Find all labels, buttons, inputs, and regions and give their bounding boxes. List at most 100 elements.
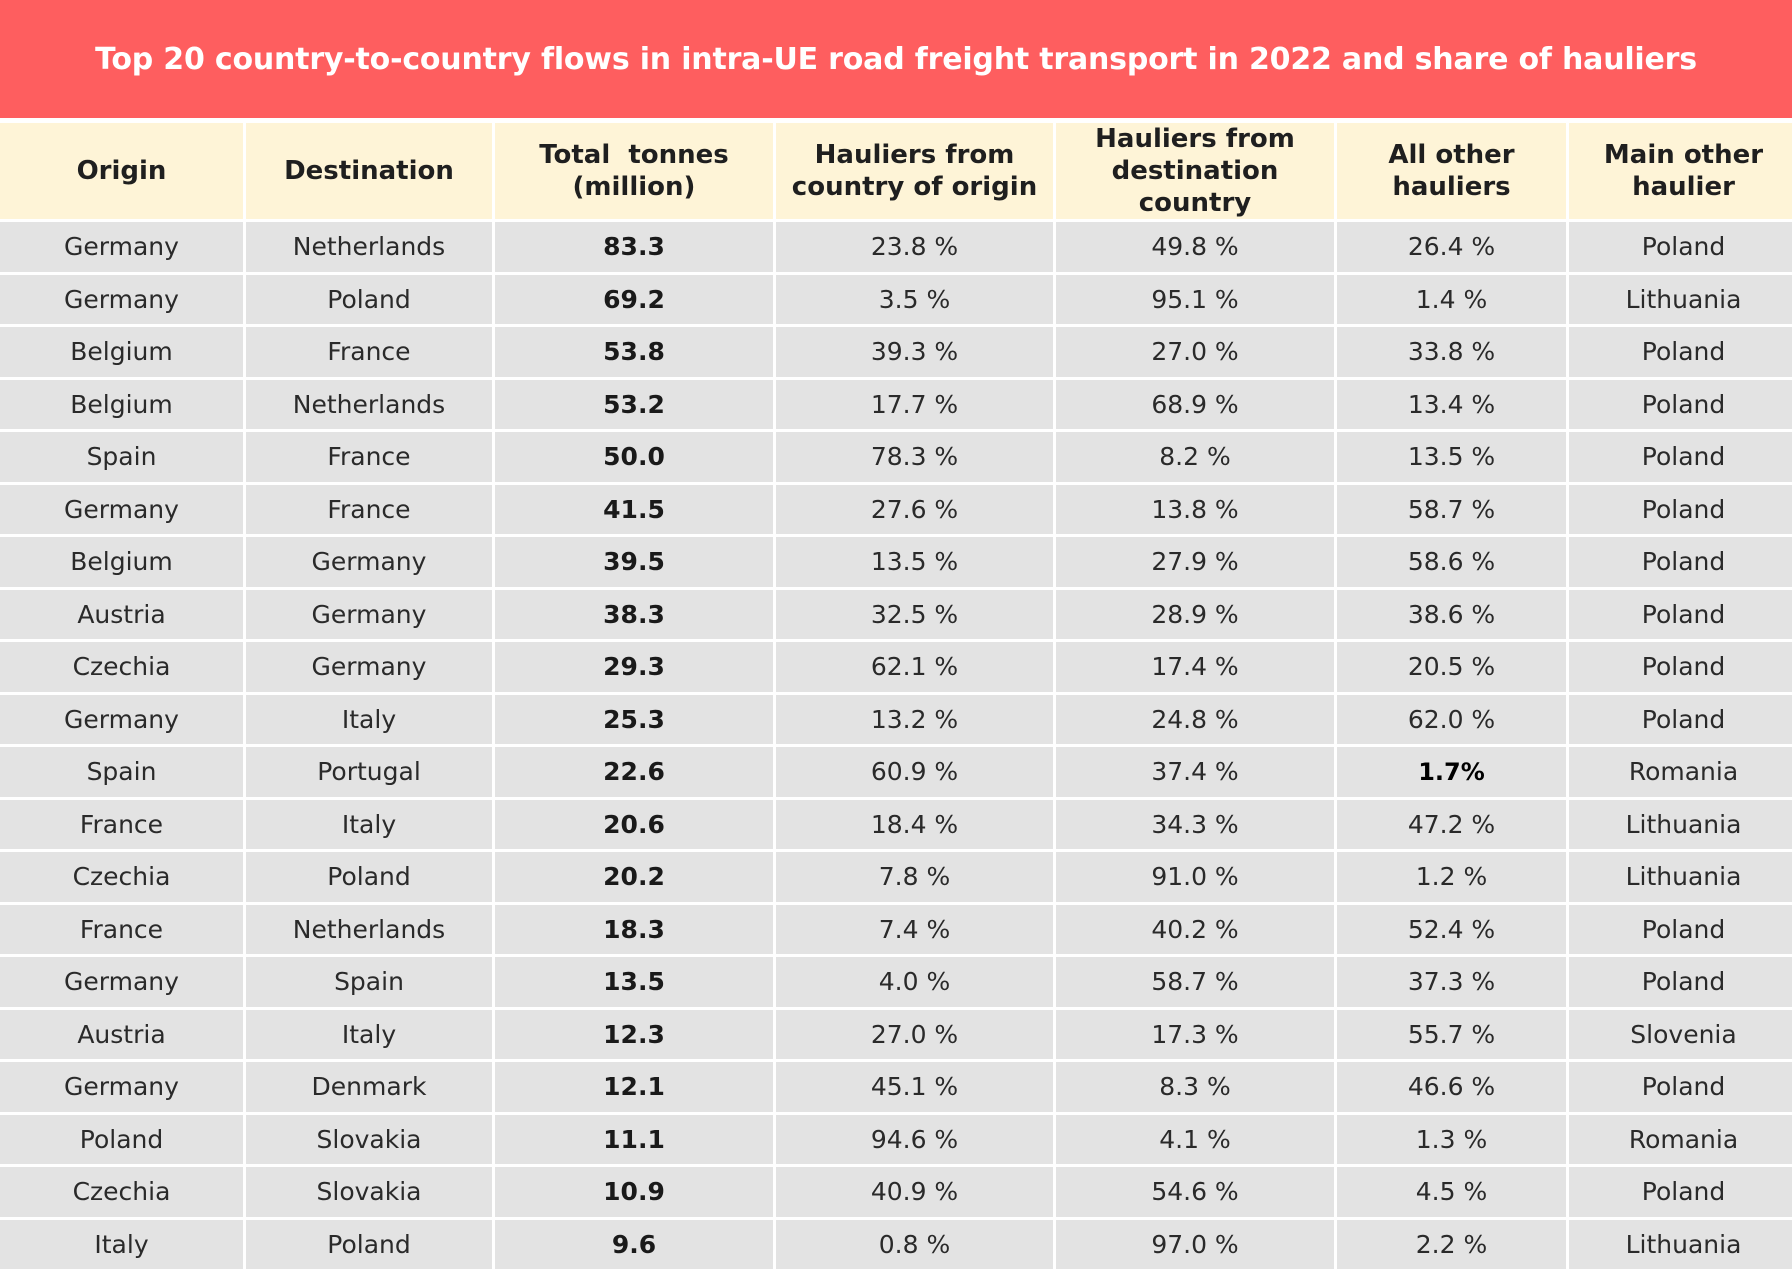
origin-cell: Germany	[0, 957, 243, 1007]
origin-cell: Poland	[0, 1115, 243, 1165]
destination-cell: Slovakia	[246, 1115, 492, 1165]
header-all-other-hauliers: All other hauliers	[1337, 123, 1566, 219]
total-tonnes-cell: 12.1	[495, 1062, 773, 1112]
total-tonnes-cell: 20.2	[495, 852, 773, 902]
table-row: Germany Denmark 12.1 45.1 % 8.3 % 46.6 % Polan…	[0, 1062, 1792, 1112]
hauliers-destination-cell: 17.3 %	[1056, 1010, 1334, 1060]
total-tonnes-cell: 18.3	[495, 905, 773, 955]
table-row: Spain France 50.0 78.3 % 8.2 % 13.5 % Poland	[0, 432, 1792, 482]
hauliers-origin-cell: 4.0 %	[776, 957, 1053, 1007]
all-other-hauliers-cell: 13.4 %	[1337, 380, 1566, 430]
main-other-haulier-cell: Poland	[1569, 485, 1792, 535]
main-other-haulier-cell: Poland	[1569, 327, 1792, 377]
main-other-haulier-cell: Poland	[1569, 1167, 1792, 1217]
hauliers-origin-cell: 23.8 %	[776, 222, 1053, 272]
all-other-hauliers-cell: 55.7 %	[1337, 1010, 1566, 1060]
all-other-hauliers-cell: 58.7 %	[1337, 485, 1566, 535]
table-row: Czechia Poland 20.2 7.8 % 91.0 % 1.2 % Lithuan…	[0, 852, 1792, 902]
hauliers-destination-cell: 27.9 %	[1056, 537, 1334, 587]
table-row: Austria Germany 38.3 32.5 % 28.9 % 38.6 % Pola…	[0, 590, 1792, 640]
origin-cell: Germany	[0, 485, 243, 535]
total-tonnes-cell: 53.8	[495, 327, 773, 377]
total-tonnes-cell: 83.3	[495, 222, 773, 272]
origin-cell: France	[0, 800, 243, 850]
hauliers-destination-cell: 8.2 %	[1056, 432, 1334, 482]
table-row: Germany Spain 13.5 4.0 % 58.7 % 37.3 % Poland	[0, 957, 1792, 1007]
all-other-hauliers-cell: 1.2 %	[1337, 852, 1566, 902]
header-row: Origin Destination Total tonnes (million…	[0, 123, 1792, 219]
hauliers-origin-cell: 60.9 %	[776, 747, 1053, 797]
table-row: France Italy 20.6 18.4 % 34.3 % 47.2 % Lithuan…	[0, 800, 1792, 850]
table-body: Germany Netherlands 83.3 23.8 % 49.8 % 26.4 %…	[0, 222, 1792, 1269]
all-other-hauliers-cell: 13.5 %	[1337, 432, 1566, 482]
destination-cell: Germany	[246, 537, 492, 587]
hauliers-origin-cell: 45.1 %	[776, 1062, 1053, 1112]
total-tonnes-cell: 41.5	[495, 485, 773, 535]
destination-cell: Italy	[246, 800, 492, 850]
origin-cell: Belgium	[0, 537, 243, 587]
origin-cell: Czechia	[0, 1167, 243, 1217]
hauliers-destination-cell: 28.9 %	[1056, 590, 1334, 640]
destination-cell: France	[246, 432, 492, 482]
hauliers-origin-cell: 7.4 %	[776, 905, 1053, 955]
freight-flows-table: Origin Destination Total tonnes (million…	[0, 120, 1792, 1272]
hauliers-destination-cell: 58.7 %	[1056, 957, 1334, 1007]
total-tonnes-cell: 38.3	[495, 590, 773, 640]
hauliers-destination-cell: 24.8 %	[1056, 695, 1334, 745]
total-tonnes-cell: 39.5	[495, 537, 773, 587]
table-row: Czechia Germany 29.3 62.1 % 17.4 % 20.5 % Pola…	[0, 642, 1792, 692]
hauliers-destination-cell: 4.1 %	[1056, 1115, 1334, 1165]
table-row: Germany Italy 25.3 13.2 % 24.8 % 62.0 % Poland	[0, 695, 1792, 745]
destination-cell: Italy	[246, 1010, 492, 1060]
total-tonnes-cell: 10.9	[495, 1167, 773, 1217]
origin-cell: Spain	[0, 432, 243, 482]
main-other-haulier-cell: Lithuania	[1569, 800, 1792, 850]
hauliers-origin-cell: 7.8 %	[776, 852, 1053, 902]
hauliers-origin-cell: 18.4 %	[776, 800, 1053, 850]
all-other-hauliers-cell: 47.2 %	[1337, 800, 1566, 850]
origin-cell: Austria	[0, 1010, 243, 1060]
origin-cell: Germany	[0, 695, 243, 745]
total-tonnes-cell: 12.3	[495, 1010, 773, 1060]
origin-cell: Germany	[0, 275, 243, 325]
header-hauliers-origin: Hauliers from country of origin	[776, 123, 1053, 219]
destination-cell: Denmark	[246, 1062, 492, 1112]
header-destination: Destination	[246, 123, 492, 219]
all-other-hauliers-cell: 1.4 %	[1337, 275, 1566, 325]
main-other-haulier-cell: Slovenia	[1569, 1010, 1792, 1060]
main-other-haulier-cell: Poland	[1569, 957, 1792, 1007]
all-other-hauliers-cell: 4.5 %	[1337, 1167, 1566, 1217]
all-other-hauliers-cell: 1.3 %	[1337, 1115, 1566, 1165]
hauliers-origin-cell: 27.6 %	[776, 485, 1053, 535]
all-other-hauliers-cell: 37.3 %	[1337, 957, 1566, 1007]
total-tonnes-cell: 11.1	[495, 1115, 773, 1165]
all-other-hauliers-cell: 33.8 %	[1337, 327, 1566, 377]
destination-cell: Italy	[246, 695, 492, 745]
all-other-hauliers-cell: 20.5 %	[1337, 642, 1566, 692]
hauliers-origin-cell: 27.0 %	[776, 1010, 1053, 1060]
total-tonnes-cell: 25.3	[495, 695, 773, 745]
main-other-haulier-cell: Poland	[1569, 222, 1792, 272]
hauliers-origin-cell: 13.2 %	[776, 695, 1053, 745]
main-other-haulier-cell: Poland	[1569, 432, 1792, 482]
table-row: Belgium Germany 39.5 13.5 % 27.9 % 58.6 % Pola…	[0, 537, 1792, 587]
destination-cell: Netherlands	[246, 222, 492, 272]
all-other-hauliers-cell: 58.6 %	[1337, 537, 1566, 587]
table-row: Spain Portugal 22.6 60.9 % 37.4 % 1.7% Romania	[0, 747, 1792, 797]
header-hauliers-destination: Hauliers from destination country	[1056, 123, 1334, 219]
main-other-haulier-cell: Lithuania	[1569, 275, 1792, 325]
origin-cell: Czechia	[0, 852, 243, 902]
destination-cell: France	[246, 327, 492, 377]
main-other-haulier-cell: Poland	[1569, 537, 1792, 587]
hauliers-origin-cell: 62.1 %	[776, 642, 1053, 692]
hauliers-destination-cell: 91.0 %	[1056, 852, 1334, 902]
main-other-haulier-cell: Poland	[1569, 695, 1792, 745]
destination-cell: Netherlands	[246, 380, 492, 430]
table-row: Germany France 41.5 27.6 % 13.8 % 58.7 % Polan…	[0, 485, 1792, 535]
main-other-haulier-cell: Poland	[1569, 642, 1792, 692]
destination-cell: Germany	[246, 642, 492, 692]
hauliers-destination-cell: 95.1 %	[1056, 275, 1334, 325]
all-other-hauliers-cell: 38.6 %	[1337, 590, 1566, 640]
all-other-hauliers-cell: 1.7%	[1337, 747, 1566, 797]
hauliers-origin-cell: 13.5 %	[776, 537, 1053, 587]
